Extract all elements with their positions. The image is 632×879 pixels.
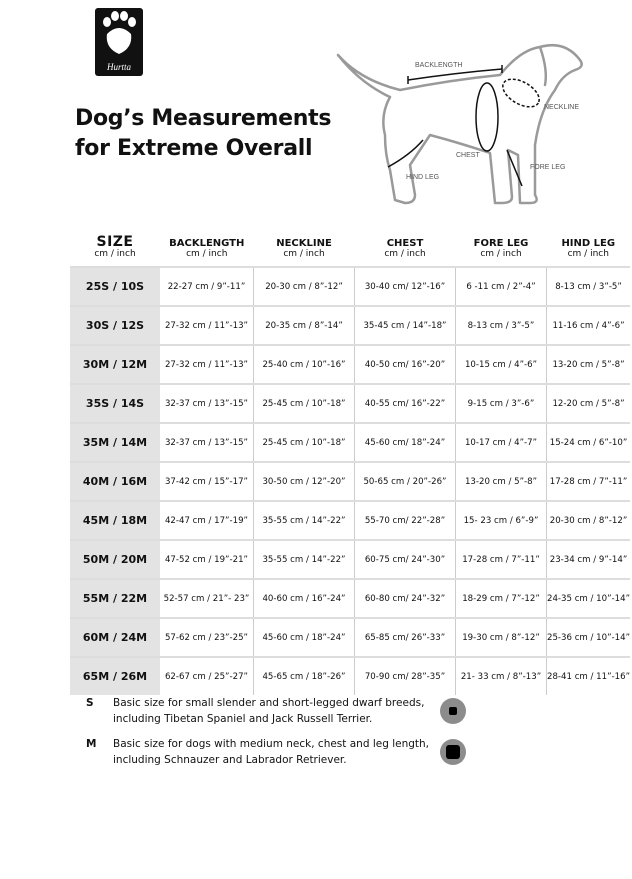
page-title: Dog’s Measurements for Extreme Overall: [75, 106, 332, 161]
measurement-cell: 25-40 cm / 10”-16”: [253, 344, 355, 384]
measurement-cell: 37-42 cm / 15”-17”: [160, 461, 254, 501]
measurement-cell: 13-20 cm / 5”-8”: [455, 461, 547, 501]
column-header: NECKLINE cm / inch: [276, 238, 332, 259]
measurement-cell: 10-17 cm / 4”-7”: [455, 422, 547, 462]
measurement-cell: 17-28 cm / 7”-11”: [546, 461, 631, 501]
note-medium: M Basic size for dogs with medium neck, …: [86, 738, 430, 766]
measurement-cell: 40-50 cm/ 16”-20”: [354, 344, 456, 384]
column-header: BACKLENGTH cm / inch: [169, 238, 245, 259]
measurement-cell: 27-32 cm / 11”-13”: [160, 305, 254, 345]
table-row: 35S / 14S 32-37 cm / 13”-15” 25-45 cm / 10…: [70, 383, 631, 423]
size-cell: 65M / 26M: [70, 656, 160, 695]
table-row: 40M / 16M 37-42 cm / 15”-17” 30-50 cm / 12…: [70, 461, 631, 501]
measurement-cell: 40-55 cm/ 16”-22”: [354, 383, 456, 423]
dog-measurement-diagram: BACKLENGTH NECKLINE CHEST FORE LEG HIND …: [336, 43, 583, 205]
measurement-cell: 22-27 cm / 9”-11”: [160, 266, 254, 306]
measurement-cell: 12-20 cm / 5”-8”: [546, 383, 631, 423]
table-row: 55M / 22M 52-57 cm / 21”- 23” 40-60 cm / 1…: [70, 578, 631, 618]
measurement-cell: 24-35 cm / 10”-14”: [546, 578, 631, 618]
measurement-cell: 60-75 cm/ 24”-30”: [354, 539, 456, 579]
size-table: SIZE cm / inch BACKLENGTH cm / inch NECKLINE…: [70, 224, 631, 695]
measurement-cell: 35-55 cm / 14”-22”: [253, 539, 355, 579]
size-cell: 60M / 24M: [70, 617, 160, 657]
measurement-cell: 19-30 cm / 8”-12”: [455, 617, 547, 657]
measurement-cell: 30-50 cm / 12”-20”: [253, 461, 355, 501]
table-row: 25S / 10S 22-27 cm / 9”-11” 20-30 cm / 8”-…: [70, 266, 631, 306]
measurement-cell: 15-24 cm / 6”-10”: [546, 422, 631, 462]
measurement-cell: 50-65 cm / 20”-26”: [354, 461, 456, 501]
table-row: 50M / 20M 47-52 cm / 19”-21” 35-55 cm / 14…: [70, 539, 631, 579]
measurement-cell: 55-70 cm/ 22”-28”: [354, 500, 456, 540]
measurement-cell: 13-20 cm / 5”-8”: [546, 344, 631, 384]
label-fore-leg: FORE LEG: [530, 164, 565, 171]
measurement-cell: 35-55 cm / 14”-22”: [253, 500, 355, 540]
measurement-cell: 25-36 cm / 10”-14”: [546, 617, 631, 657]
measurement-cell: 40-60 cm / 16”-24”: [253, 578, 355, 618]
size-cell: 35M / 14M: [70, 422, 160, 462]
column-header: SIZE cm / inch: [94, 234, 136, 259]
measurement-cell: 28-41 cm / 11”-16”: [546, 656, 631, 695]
measurement-cell: 25-45 cm / 10”-18”: [253, 383, 355, 423]
measurement-cell: 20-30 cm / 8”-12”: [253, 266, 355, 306]
measurement-cell: 8-13 cm / 3”-5”: [546, 266, 631, 306]
measurement-cell: 45-60 cm / 18”-24”: [253, 617, 355, 657]
table-row: 60M / 24M 57-62 cm / 23”-25” 45-60 cm / 18…: [70, 617, 631, 657]
measurement-cell: 62-67 cm / 25”-27”: [160, 656, 254, 695]
table-row: 30M / 12M 27-32 cm / 11”-13” 25-40 cm / 10…: [70, 344, 631, 384]
measurement-cell: 21- 33 cm / 8”-13”: [455, 656, 547, 695]
svg-text:Hurtta: Hurtta: [106, 62, 132, 72]
measurement-cell: 70-90 cm/ 28”-35”: [354, 656, 456, 695]
label-neckline: NECKLINE: [544, 104, 579, 111]
table-row: 65M / 26M 62-67 cm / 25”-27” 45-65 cm / 18…: [70, 656, 631, 695]
measurement-cell: 17-28 cm / 7”-11”: [455, 539, 547, 579]
size-cell: 30M / 12M: [70, 344, 160, 384]
label-backlength: BACKLENGTH: [415, 62, 462, 69]
size-cell: 30S / 12S: [70, 305, 160, 345]
size-cell: 35S / 14S: [70, 383, 160, 423]
medium-size-badge-icon: [440, 739, 466, 765]
measurement-cell: 35-45 cm / 14”-18”: [354, 305, 456, 345]
measurement-cell: 18-29 cm / 7”-12”: [455, 578, 547, 618]
measurement-cell: 57-62 cm / 23”-25”: [160, 617, 254, 657]
measurement-cell: 32-37 cm / 13”-15”: [160, 383, 254, 423]
measurement-cell: 60-80 cm/ 24”-32”: [354, 578, 456, 618]
measurement-cell: 47-52 cm / 19”-21”: [160, 539, 254, 579]
small-size-badge-icon: [440, 698, 466, 724]
measurement-cell: 11-16 cm / 4”-6”: [546, 305, 631, 345]
size-cell: 55M / 22M: [70, 578, 160, 618]
column-header: HIND LEG cm / inch: [561, 238, 616, 259]
note-small: S Basic size for small slender and short…: [86, 697, 425, 725]
measurement-cell: 20-35 cm / 8”-14”: [253, 305, 355, 345]
column-header: FORE LEG cm / inch: [473, 238, 529, 259]
column-header: CHEST cm / inch: [384, 238, 426, 259]
brand-logo: Hurtta: [95, 8, 143, 76]
size-cell: 50M / 20M: [70, 539, 160, 579]
table-row: 45M / 18M 42-47 cm / 17”-19” 35-55 cm / 14…: [70, 500, 631, 540]
measurement-cell: 10-15 cm / 4”-6”: [455, 344, 547, 384]
measurement-cell: 42-47 cm / 17”-19”: [160, 500, 254, 540]
label-hind-leg: HIND LEG: [406, 174, 439, 181]
measurement-cell: 30-40 cm/ 12”-16”: [354, 266, 456, 306]
measurement-cell: 52-57 cm / 21”- 23”: [160, 578, 254, 618]
measurement-cell: 23-34 cm / 9”-14”: [546, 539, 631, 579]
measurement-cell: 9-15 cm / 3”-6”: [455, 383, 547, 423]
measurement-cell: 27-32 cm / 11”-13”: [160, 344, 254, 384]
measurement-cell: 15- 23 cm / 6”-9”: [455, 500, 547, 540]
measurement-cell: 8-13 cm / 3”-5”: [455, 305, 547, 345]
paw-icon: Hurtta: [103, 11, 136, 72]
measurement-cell: 6 -11 cm / 2”-4”: [455, 266, 547, 306]
measurement-cell: 65-85 cm/ 26”-33”: [354, 617, 456, 657]
size-cell: 45M / 18M: [70, 500, 160, 540]
measurement-cell: 45-60 cm/ 18”-24”: [354, 422, 456, 462]
label-chest: CHEST: [456, 152, 480, 159]
table-row: 35M / 14M 32-37 cm / 13”-15” 25-45 cm / 10…: [70, 422, 631, 462]
table-row: 30S / 12S 27-32 cm / 11”-13” 20-35 cm / 8”…: [70, 305, 631, 345]
size-cell: 25S / 10S: [70, 266, 160, 306]
measurement-cell: 25-45 cm / 10”-18”: [253, 422, 355, 462]
measurement-cell: 32-37 cm / 13”-15”: [160, 422, 254, 462]
size-cell: 40M / 16M: [70, 461, 160, 501]
measurement-cell: 20-30 cm / 8”-12”: [546, 500, 631, 540]
measurement-cell: 45-65 cm / 18”-26”: [253, 656, 355, 695]
